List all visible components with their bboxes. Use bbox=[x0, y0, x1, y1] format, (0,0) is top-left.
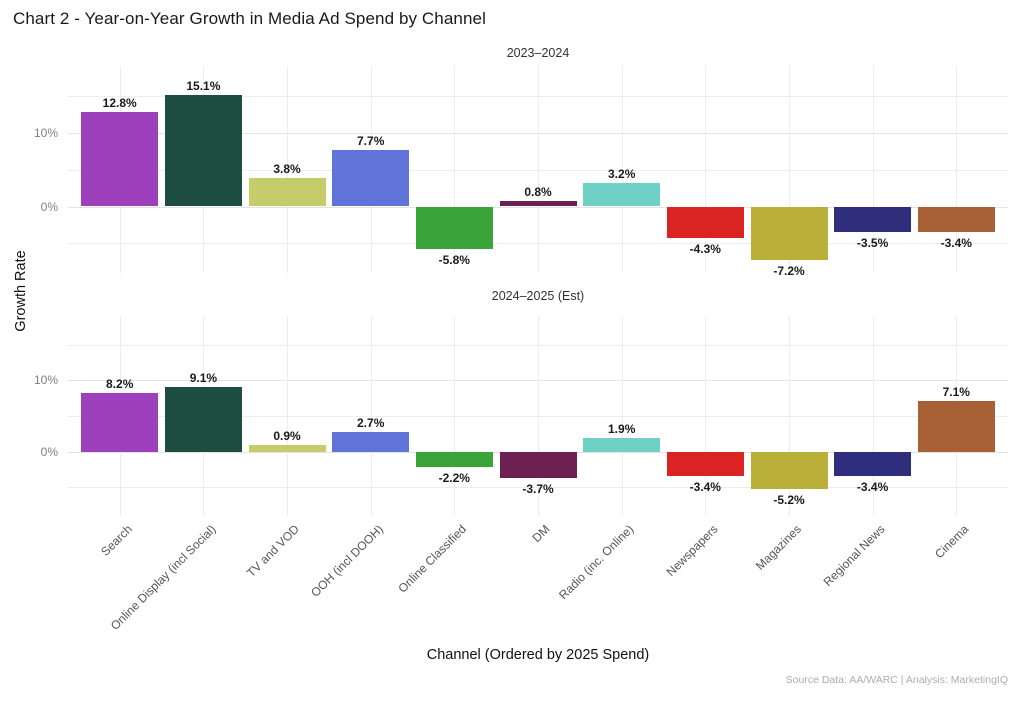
bar-value-label: 1.9% bbox=[608, 422, 636, 437]
bar-value-label: 0.9% bbox=[273, 429, 301, 444]
y-axis-title: Growth Rate bbox=[13, 250, 29, 332]
gridline-x-tv-and-vod bbox=[287, 316, 288, 516]
bar-online-display-incl-social-2024-2025-est bbox=[164, 386, 242, 452]
source-caption: Source Data: AA/WARC | Analysis: Marketi… bbox=[785, 674, 1008, 686]
bar-value-label: -5.8% bbox=[438, 253, 470, 268]
bar-magazines-2024-2025-est bbox=[750, 451, 828, 489]
gridline-x-regional-news bbox=[872, 66, 874, 273]
gridline-x-dm bbox=[538, 316, 539, 516]
x-tick-label-online-classified: Online Classified bbox=[395, 522, 470, 596]
bar-value-label: 15.1% bbox=[186, 78, 221, 93]
bar-value-label: -3.4% bbox=[689, 480, 721, 494]
gridline-x-online-classified bbox=[454, 66, 456, 273]
facet-title-2024-2025: 2024–2025 (Est) bbox=[491, 289, 585, 303]
bar-dm-2024-2025-est bbox=[499, 451, 577, 479]
gridline-x-radio-inc-online bbox=[621, 316, 623, 516]
x-tick-label-newspapers: Newspapers bbox=[663, 522, 721, 580]
bar-value-label: 0.8% bbox=[524, 184, 552, 199]
bar-radio-inc-online-2023-2024 bbox=[583, 182, 661, 207]
x-tick-label-regional-news: Regional News bbox=[820, 522, 888, 589]
gridline-x-magazines bbox=[789, 316, 790, 516]
bar-search-2024-2025-est bbox=[81, 393, 159, 452]
bar-newspapers-2024-2025-est bbox=[666, 451, 744, 476]
bar-ooh-incl-dooh-2023-2024 bbox=[332, 149, 410, 207]
x-tick-label-magazines: Magazines bbox=[752, 522, 804, 573]
gridline-x-cinema bbox=[956, 66, 958, 273]
bar-online-classified-2023-2024 bbox=[415, 206, 493, 250]
bar-value-label: -3.4% bbox=[940, 235, 972, 250]
x-tick-label-dm: DM bbox=[529, 522, 553, 546]
bar-value-label: 7.7% bbox=[357, 133, 385, 148]
x-tick-label-radio-inc-online: Radio (inc. Online) bbox=[556, 522, 637, 603]
bar-value-label: -3.4% bbox=[856, 480, 889, 494]
bar-value-label: 3.2% bbox=[608, 166, 636, 181]
bar-value-label: 7.1% bbox=[942, 385, 970, 399]
x-tick-label-tv-and-vod: TV and VOD bbox=[243, 522, 302, 581]
bar-value-label: -3.7% bbox=[522, 482, 554, 497]
y-tick-label: 10% bbox=[33, 125, 58, 140]
facet-title-2023-2024: 2023–2024 bbox=[506, 46, 570, 60]
bar-regional-news-2024-2025-est bbox=[834, 451, 912, 476]
gridline-x-newspapers bbox=[705, 316, 707, 516]
bar-value-label: -3.5% bbox=[856, 236, 889, 251]
bar-value-label: 2.7% bbox=[357, 416, 385, 431]
x-tick-label-cinema: Cinema bbox=[932, 522, 972, 562]
bar-value-label: -7.2% bbox=[773, 263, 805, 278]
bar-tv-and-vod-2023-2024 bbox=[248, 178, 326, 207]
plot-panel-2023-2024: 12.8% 15.1% 3.8% 7.7% -5.8% 0.8% 3.2% -4.3% -7.2… bbox=[68, 66, 1008, 278]
chart-title: Chart 2 - Year-on-Year Growth in Media A… bbox=[13, 9, 486, 28]
bar-magazines-2023-2024 bbox=[750, 206, 828, 260]
x-tick-label-ooh-incl-dooh: OOH (incl DOOH) bbox=[307, 522, 386, 600]
bar-value-label: 9.1% bbox=[189, 370, 218, 385]
bar-tv-and-vod-2024-2025-est bbox=[248, 445, 326, 452]
bar-value-label: -2.2% bbox=[438, 471, 470, 486]
bar-value-label: 12.8% bbox=[102, 95, 137, 110]
y-tick-label: 0% bbox=[40, 199, 58, 214]
gridline-x-online-classified bbox=[454, 316, 456, 516]
bar-search-2023-2024 bbox=[81, 111, 159, 207]
gridline-x-radio-inc-online bbox=[621, 66, 623, 273]
y-tick-label: 0% bbox=[40, 444, 58, 459]
gridline-x-tv-and-vod bbox=[287, 66, 288, 273]
gridline-x-regional-news bbox=[872, 316, 874, 516]
bar-radio-inc-online-2024-2025-est bbox=[583, 438, 661, 452]
bar-ooh-incl-dooh-2024-2025-est bbox=[332, 432, 410, 452]
y-tick-label: 10% bbox=[33, 373, 58, 388]
bar-newspapers-2023-2024 bbox=[666, 206, 744, 239]
bar-value-label: 8.2% bbox=[106, 377, 134, 392]
bar-dm-2023-2024 bbox=[499, 200, 577, 207]
bar-regional-news-2023-2024 bbox=[834, 206, 912, 233]
x-axis-title: Channel (Ordered by 2025 Spend) bbox=[426, 647, 650, 663]
bar-cinema-2024-2025-est bbox=[917, 401, 995, 452]
x-tick-label-search: Search bbox=[97, 522, 135, 559]
gridline-x-ooh-incl-dooh bbox=[370, 316, 372, 516]
gridline-x-newspapers bbox=[705, 66, 707, 273]
bar-online-display-incl-social-2023-2024 bbox=[164, 94, 242, 207]
gridline-x-dm bbox=[538, 66, 539, 273]
bar-online-classified-2024-2025-est bbox=[415, 451, 493, 468]
bar-value-label: -4.3% bbox=[689, 242, 721, 257]
gridline-x-magazines bbox=[789, 66, 790, 273]
bar-value-label: -5.2% bbox=[773, 492, 805, 507]
bar-value-label: 3.8% bbox=[273, 162, 301, 177]
bar-cinema-2023-2024 bbox=[917, 206, 995, 232]
plot-panel-2024-2025: 8.2% 9.1% 0.9% 2.7% -2.2% -3.7% 1.9% -3.4% -5.2%… bbox=[68, 316, 1008, 516]
